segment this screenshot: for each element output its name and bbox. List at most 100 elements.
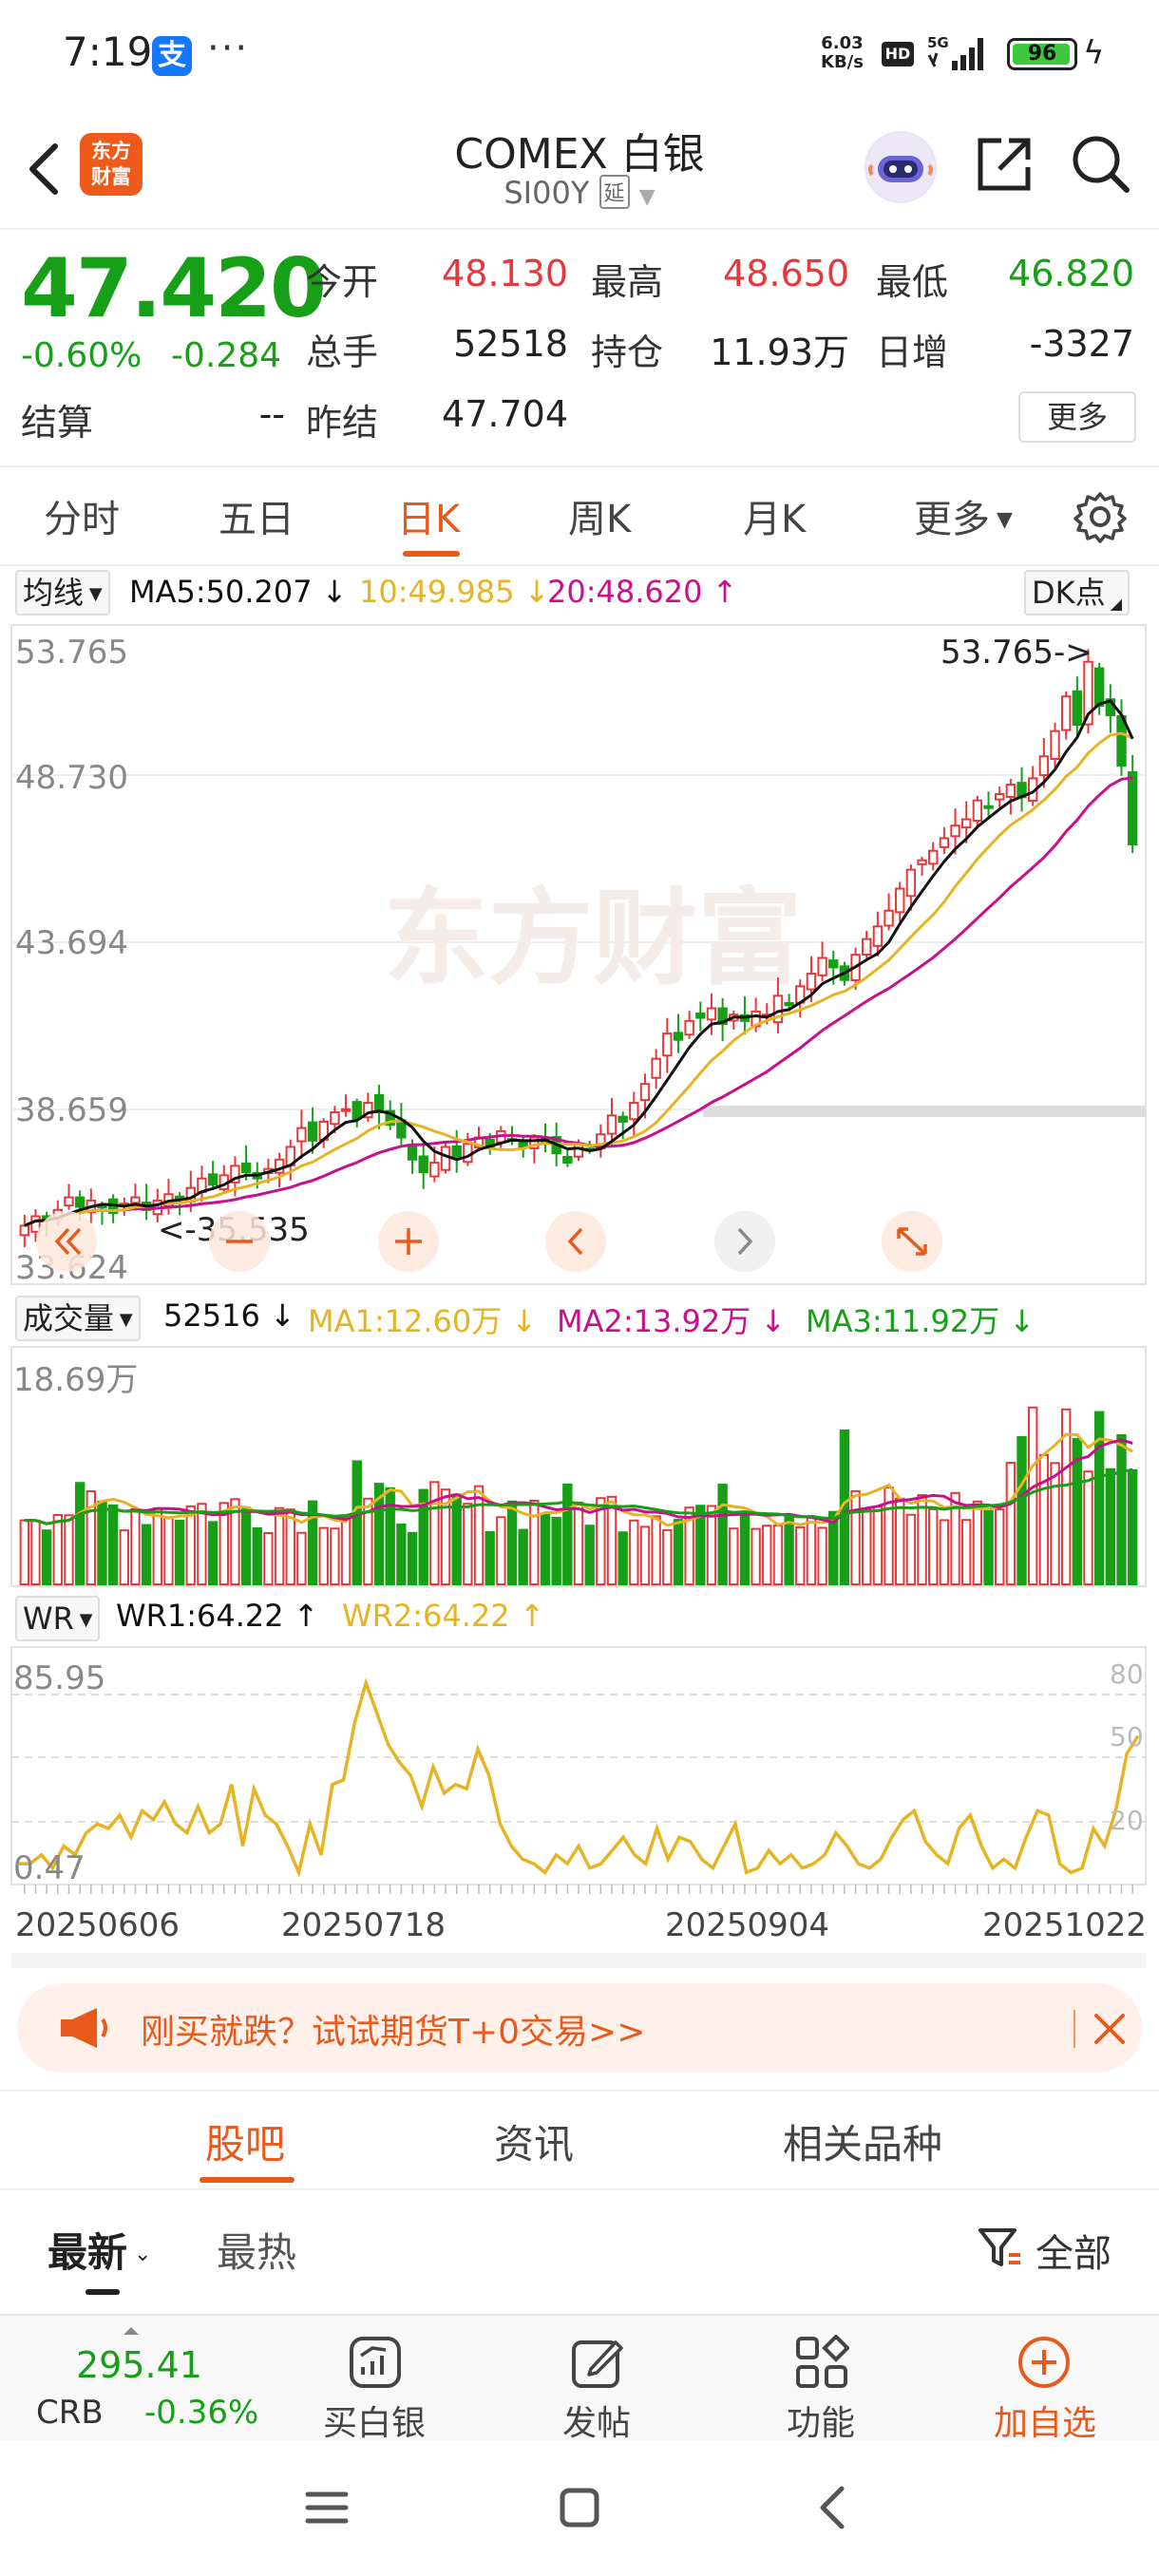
crb-index-value[interactable]: 295.41 xyxy=(76,2344,202,2386)
volume-max-label: 18.69万 xyxy=(13,1361,138,1399)
network-speed: 6.03 KB/s xyxy=(821,34,864,72)
share-icon[interactable] xyxy=(973,133,1036,196)
zoom-in-button[interactable] xyxy=(378,1211,439,1272)
wr1-value: WR1:64.22 ↑ xyxy=(116,1598,319,1634)
filter-all[interactable]: 全部 xyxy=(1036,2232,1112,2276)
volume-bar xyxy=(97,1500,107,1585)
volume-bar xyxy=(662,1528,673,1586)
candle-body xyxy=(407,1144,418,1161)
tab-more-label: 更多 xyxy=(914,498,990,541)
close-icon[interactable] xyxy=(1091,2010,1129,2048)
scroll-right-button[interactable] xyxy=(714,1211,775,1272)
volume-bar xyxy=(41,1529,52,1585)
volume-bar xyxy=(407,1531,418,1585)
caret-down-icon: ▼ xyxy=(84,584,103,604)
tab-more[interactable]: 更多 ▼ xyxy=(914,488,1013,543)
volume-bar xyxy=(240,1506,252,1585)
candle-body xyxy=(307,1121,318,1142)
volume-bar xyxy=(606,1495,618,1585)
watermark: 东方财富 xyxy=(384,878,802,999)
fullscreen-button[interactable] xyxy=(882,1211,942,1272)
candle-body xyxy=(806,973,817,991)
candle-body xyxy=(74,1196,86,1208)
back-nav-icon[interactable] xyxy=(813,2483,851,2532)
back-icon[interactable] xyxy=(21,139,68,199)
ma-selector[interactable]: 均线 ▼ xyxy=(15,570,110,616)
crb-index-change[interactable]: -0.36% xyxy=(144,2394,259,2432)
header: 东方 财富 COMEX 白银 SI00Y 延 ▼ xyxy=(0,112,1159,230)
tab-intraday[interactable]: 分时 xyxy=(44,498,120,541)
volume-bar xyxy=(86,1490,97,1586)
megaphone-icon xyxy=(61,2008,107,2048)
tab-weekly-k[interactable]: 周K xyxy=(568,498,632,541)
sort-active-indicator xyxy=(86,2289,120,2295)
settle-label: 结算 xyxy=(21,402,94,444)
dk-point-selector[interactable]: DK点 ◢ xyxy=(1024,570,1130,616)
kline-chart[interactable]: 东方财富 53.765 48.730 43.694 38.659 33.624 … xyxy=(0,623,1159,1288)
function-button[interactable]: 功能 xyxy=(786,2404,855,2443)
volume-bar xyxy=(729,1527,739,1585)
signal-5g-label: 5G xyxy=(927,34,949,51)
wr-chart[interactable]: 85.95 0.47 80 50 20 20250606 20250718 20… xyxy=(0,1645,1159,1970)
tab-daily-k[interactable]: 日K xyxy=(397,498,461,541)
tab-five-day[interactable]: 五日 xyxy=(218,498,294,541)
more-button[interactable]: 更多 xyxy=(1018,391,1136,443)
candle-body xyxy=(207,1173,218,1186)
volume-bar xyxy=(950,1491,960,1585)
candle-body xyxy=(862,938,872,957)
quote-panel: 47.420 -0.60% -0.284 今开 48.130 最高 48.650… xyxy=(0,232,1159,467)
candle-body xyxy=(562,1155,573,1165)
status-time: 7:19 xyxy=(63,28,153,75)
menu-icon[interactable] xyxy=(304,2485,350,2530)
robot-assistant-icon[interactable] xyxy=(864,131,937,203)
volume-ma2-line xyxy=(24,1438,1133,1525)
buy-chart-icon[interactable] xyxy=(348,2335,403,2390)
post-button[interactable]: 发帖 xyxy=(561,2404,631,2443)
wr-selector-label: WR xyxy=(23,1601,74,1637)
candle-body xyxy=(463,1143,473,1164)
settings-gear-icon[interactable] xyxy=(1074,490,1127,543)
symbol-code-row[interactable]: SI00Y 延 ▼ xyxy=(0,175,1159,211)
candle-body xyxy=(939,837,950,848)
add-circle-icon[interactable] xyxy=(1016,2335,1072,2390)
system-nav-bar xyxy=(0,2441,1159,2576)
volume-bar xyxy=(107,1504,119,1585)
candle-body xyxy=(1083,660,1093,726)
add-watchlist-button[interactable]: 加自选 xyxy=(993,2404,1096,2443)
tab-news[interactable]: 资讯 xyxy=(494,2121,575,2168)
wr-selector[interactable]: WR ▼ xyxy=(15,1596,101,1641)
volume-chart[interactable]: 18.69万 xyxy=(0,1345,1159,1588)
grid-function-icon[interactable] xyxy=(794,2335,849,2390)
buy-silver-button[interactable]: 买白银 xyxy=(322,2404,426,2443)
sort-hottest[interactable]: 最热 xyxy=(217,2229,297,2276)
volume-bar xyxy=(1127,1468,1138,1586)
scroll-left-fast-button[interactable] xyxy=(36,1211,97,1272)
volume-bar xyxy=(252,1526,262,1585)
candle-body xyxy=(651,1057,661,1079)
zoom-out-button[interactable] xyxy=(209,1211,270,1272)
candle-body xyxy=(928,849,939,865)
tab-related[interactable]: 相关品种 xyxy=(783,2121,943,2168)
volume-bar xyxy=(618,1531,628,1586)
tab-guba[interactable]: 股吧 xyxy=(205,2121,286,2168)
scroll-left-button[interactable] xyxy=(545,1211,606,1272)
promo-banner[interactable]: 刚买就跌？试试期货T+0交易>> xyxy=(17,1983,1142,2073)
volume-bar xyxy=(529,1499,540,1585)
home-icon[interactable] xyxy=(557,2485,602,2530)
search-icon[interactable] xyxy=(1068,131,1132,196)
chevron-down-icon: ▼ xyxy=(638,185,656,209)
volume-bar xyxy=(163,1516,174,1585)
tab-monthly-k[interactable]: 月K xyxy=(743,498,807,541)
candle-body xyxy=(673,1032,684,1041)
filter-icon[interactable] xyxy=(977,2225,1024,2272)
caret-down-icon: ▼ xyxy=(114,1310,133,1330)
volume-selector[interactable]: 成交量 ▼ xyxy=(15,1296,141,1341)
edit-post-icon[interactable] xyxy=(570,2335,625,2390)
volume-bar xyxy=(130,1508,141,1585)
candle-body xyxy=(961,818,972,829)
volume-bar xyxy=(185,1505,196,1585)
sort-latest[interactable]: 最新 ⌄ xyxy=(48,2221,151,2279)
volume-selector-label: 成交量 xyxy=(23,1300,115,1336)
candle-body xyxy=(950,824,960,838)
crb-index-name[interactable]: CRB xyxy=(36,2394,104,2432)
